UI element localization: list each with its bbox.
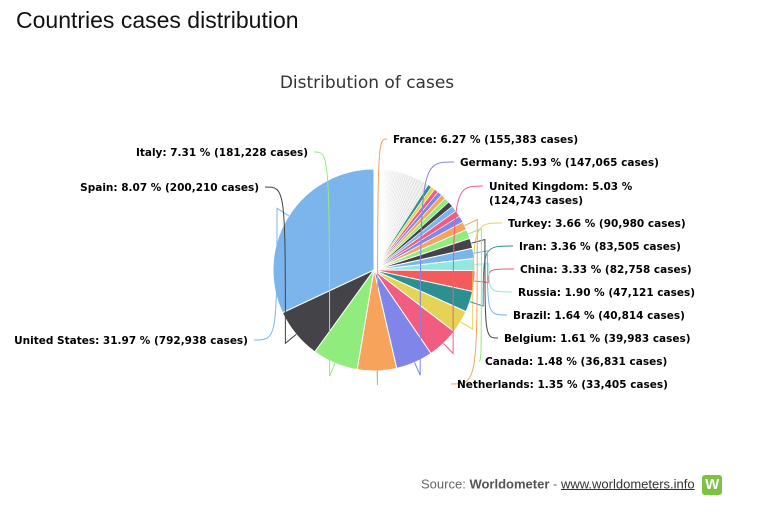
connector-netherlands: [450, 218, 478, 385]
connector-belgium: [471, 238, 499, 339]
data-label-russia: Russia: 1.90 % (47,121 cases): [518, 287, 695, 299]
connector-italy: [313, 151, 336, 377]
chart-title: Distribution of cases: [280, 73, 454, 93]
connector-russia: [474, 263, 513, 293]
connector-france: [376, 138, 388, 385]
pie-slices: [272, 168, 476, 372]
data-label-iran: Iran: 3.36 % (83,505 cases): [519, 241, 681, 253]
label-connectors: [253, 138, 515, 385]
pie-chart: Distribution of cases United States: 31.…: [14, 73, 695, 391]
source-separator: -: [553, 476, 558, 492]
connector-germany: [414, 161, 455, 376]
pie-slice-united-states: [272, 168, 375, 314]
data-label-brazil: Brazil: 1.64 % (40,814 cases): [513, 310, 685, 322]
data-label-belgium: Belgium: 1.61 % (39,983 cases): [504, 333, 691, 345]
page-title: Countries cases distribution: [16, 7, 299, 33]
connector-united-kingdom: [443, 185, 484, 355]
connector-iran: [469, 245, 514, 307]
connector-spain: [264, 186, 297, 345]
connector-brazil: [473, 250, 508, 316]
source-prefix: Source:: [421, 476, 466, 492]
data-label-united-kingdom-line2: (124,743 cases): [489, 195, 583, 207]
data-label-germany: Germany: 5.93 % (147,065 cases): [460, 157, 659, 169]
connector-turkey: [460, 222, 503, 330]
data-label-united-kingdom: United Kingdom: 5.03 %: [489, 181, 633, 193]
data-label-spain: Spain: 8.07 % (200,210 cases): [80, 182, 259, 194]
data-label-united-states: United States: 31.97 % (792,938 cases): [14, 335, 248, 347]
data-label-china: China: 3.33 % (82,758 cases): [520, 264, 692, 276]
data-label-netherlands: Netherlands: 1.35 % (33,405 cases): [457, 379, 668, 391]
data-label-turkey: Turkey: 3.66 % (90,980 cases): [508, 218, 686, 230]
connector-canada: [468, 228, 482, 362]
connector-china: [474, 268, 515, 284]
source-link[interactable]: www.worldometers.info: [560, 476, 695, 492]
connector-united-states: [253, 207, 290, 341]
data-label-canada: Canada: 1.48 % (36,831 cases): [485, 356, 667, 368]
data-label-france: France: 6.27 % (155,383 cases): [393, 134, 578, 146]
source-brand: Worldometer: [469, 476, 550, 492]
worldometer-logo-icon: W: [702, 475, 723, 495]
data-labels: United States: 31.97 % (792,938 cases) Sp…: [14, 134, 695, 391]
source-credit: Source: Worldometer - www.worldometers.i…: [421, 475, 723, 495]
data-label-italy: Italy: 7.31 % (181,228 cases): [136, 147, 308, 159]
